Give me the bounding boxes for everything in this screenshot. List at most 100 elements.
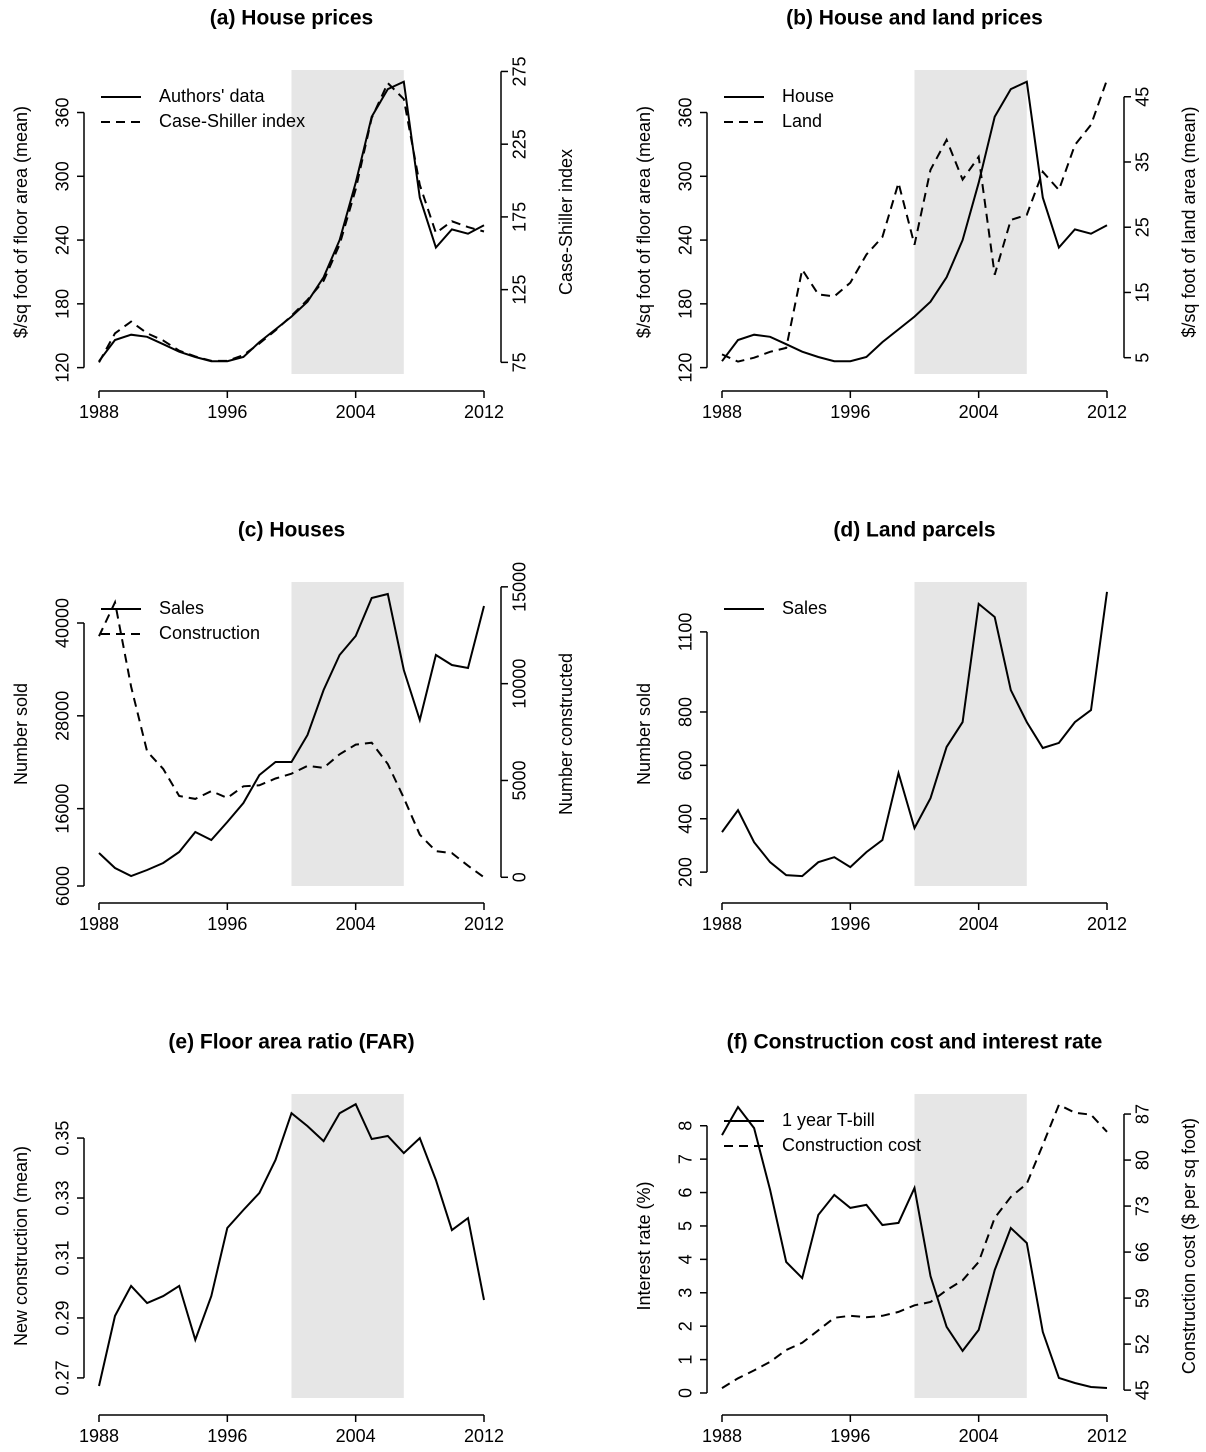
- x-tick-label: 2004: [959, 402, 999, 422]
- y-tick-label: 180: [676, 289, 696, 319]
- y-tick-label: 8: [676, 1121, 696, 1131]
- data-line: [721, 80, 1108, 363]
- axis-title: $/sq foot of land area (mean): [1179, 106, 1199, 337]
- y-tick-label: 59: [1133, 1288, 1153, 1308]
- y-tick-label: 25: [1133, 217, 1153, 237]
- x-tick-label: 1988: [702, 914, 742, 934]
- y-tick-label: 360: [53, 97, 73, 127]
- axis-title: New construction (mean): [11, 1146, 31, 1346]
- y-tick-label: 125: [510, 275, 530, 305]
- panel: (e) Floor area ratio (FAR) 1988 1996 2004 20…: [11, 1031, 504, 1446]
- axis-title: Number sold: [11, 683, 31, 785]
- x-tick-label: 1988: [79, 914, 119, 934]
- data-line: [98, 81, 485, 363]
- x-tick-label: 2012: [464, 1426, 504, 1446]
- y-tick-label: 6: [676, 1188, 696, 1198]
- panel: (c) Houses 1988 1996 2004 2012 6000 16000 28000…: [11, 519, 576, 934]
- y-tick-label: 87: [1133, 1104, 1153, 1124]
- y-tick-label: 3: [676, 1288, 696, 1298]
- legend-label: House: [782, 86, 834, 106]
- axis-title: Interest rate (%): [634, 1181, 654, 1310]
- data-line: [98, 1102, 485, 1387]
- y-tick-label: 2: [676, 1321, 696, 1331]
- y-tick-label: 275: [510, 56, 530, 86]
- data-line: [721, 591, 1108, 878]
- y-tick-label: 1: [676, 1355, 696, 1365]
- y-tick-label: 240: [676, 225, 696, 255]
- y-tick-label: 4: [676, 1254, 696, 1264]
- highlight-band: [914, 1094, 1027, 1398]
- y-tick-label: 66: [1133, 1242, 1153, 1262]
- data-line: [98, 80, 485, 363]
- y-tick-label: 7: [676, 1154, 696, 1164]
- x-tick-label: 1996: [830, 914, 870, 934]
- y-tick-label: 400: [676, 804, 696, 834]
- y-tick-label: 0.29: [53, 1300, 73, 1335]
- chart-title: (e) Floor area ratio (FAR): [168, 1031, 414, 1054]
- y-tick-label: 300: [676, 161, 696, 191]
- x-tick-label: 2012: [1087, 914, 1127, 934]
- axis-title: Case-Shiller index: [556, 149, 576, 295]
- y-tick-label: 75: [510, 352, 530, 372]
- panel: (f) Construction cost and interest rate 1…: [634, 1031, 1199, 1446]
- x-tick-label: 2012: [1087, 1426, 1127, 1446]
- data-line: [721, 79, 1108, 363]
- y-tick-label: 15000: [510, 562, 530, 612]
- legend-label: Sales: [782, 598, 827, 618]
- y-tick-label: 180: [53, 289, 73, 319]
- legend-label: Sales: [159, 598, 204, 618]
- y-tick-label: 5: [1133, 353, 1153, 363]
- panel: (a) House prices 1988 1996 2004 2012 120 180 24…: [11, 7, 576, 422]
- x-tick-label: 1988: [79, 1426, 119, 1446]
- x-tick-label: 1988: [702, 402, 742, 422]
- y-tick-label: 52: [1133, 1334, 1153, 1354]
- chart-title: (b) House and land prices: [786, 7, 1043, 30]
- y-tick-label: 0.33: [53, 1181, 73, 1216]
- x-tick-label: 2004: [336, 1426, 376, 1446]
- y-tick-label: 240: [53, 225, 73, 255]
- highlight-band: [291, 70, 404, 374]
- data-line: [721, 1105, 1108, 1389]
- y-tick-label: 5000: [510, 760, 530, 800]
- y-tick-label: 80: [1133, 1150, 1153, 1170]
- y-tick-label: 800: [676, 697, 696, 727]
- data-line: [98, 592, 485, 878]
- y-tick-label: 200: [676, 857, 696, 887]
- x-tick-label: 2004: [959, 914, 999, 934]
- y-tick-label: 120: [53, 353, 73, 383]
- legend-label: Authors' data: [159, 86, 265, 106]
- data-line: [721, 1103, 1108, 1389]
- y-tick-label: 0.27: [53, 1360, 73, 1395]
- y-tick-label: 5: [676, 1221, 696, 1231]
- axis-title: $/sq foot of floor area (mean): [634, 106, 654, 338]
- y-tick-label: 225: [510, 129, 530, 159]
- y-tick-label: 175: [510, 202, 530, 232]
- y-tick-label: 45: [1133, 87, 1153, 107]
- x-tick-label: 1988: [79, 402, 119, 422]
- y-tick-label: 73: [1133, 1196, 1153, 1216]
- y-tick-label: 1100: [676, 613, 696, 652]
- legend-label: Construction cost: [782, 1135, 921, 1155]
- y-tick-label: 120: [676, 353, 696, 383]
- x-tick-label: 2004: [336, 402, 376, 422]
- y-tick-label: 16000: [53, 784, 73, 834]
- y-tick-label: 40000: [53, 598, 73, 648]
- y-tick-label: 10000: [510, 659, 530, 709]
- x-tick-label: 1988: [702, 1426, 742, 1446]
- x-tick-label: 1996: [207, 1426, 247, 1446]
- y-tick-label: 0: [676, 1388, 696, 1398]
- y-tick-label: 600: [676, 750, 696, 780]
- legend-label: Land: [782, 111, 822, 131]
- legend-label: Construction: [159, 623, 260, 643]
- x-tick-label: 2004: [959, 1426, 999, 1446]
- panel: (b) House and land prices 1988 1996 2004 201…: [634, 7, 1199, 422]
- highlight-band: [291, 1094, 404, 1398]
- axis-title: Number constructed: [556, 653, 576, 815]
- x-tick-label: 1996: [207, 402, 247, 422]
- y-tick-label: 360: [676, 97, 696, 127]
- y-tick-label: 15: [1133, 282, 1153, 302]
- highlight-band: [291, 582, 404, 886]
- y-tick-label: 45: [1133, 1380, 1153, 1400]
